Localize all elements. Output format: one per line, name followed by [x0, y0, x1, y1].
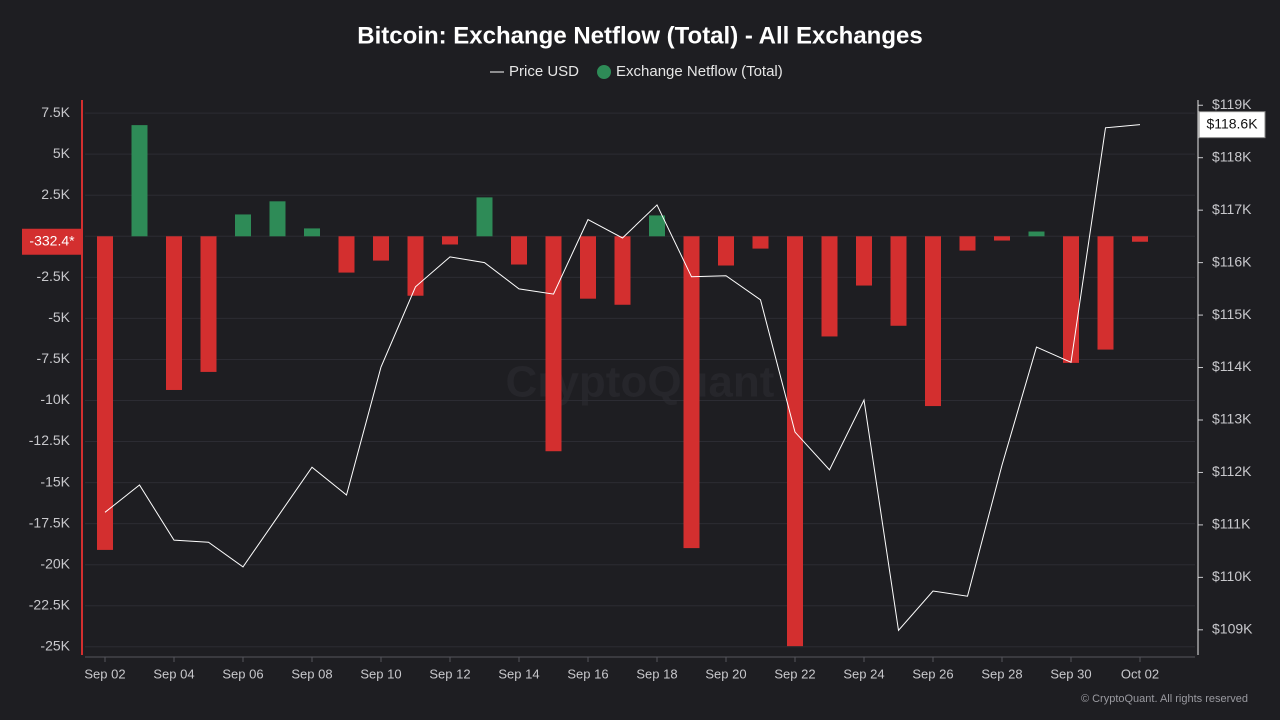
bar [856, 236, 872, 286]
last-value-label: $118.6K [1206, 115, 1258, 131]
x-tick-label: Sep 14 [498, 666, 539, 681]
x-tick-label: Sep 28 [981, 666, 1022, 681]
bar [166, 236, 182, 390]
y-tick-label: -5K [48, 309, 70, 325]
y-tick-label: -15K [40, 473, 70, 489]
bar [200, 236, 217, 372]
bar [1097, 236, 1114, 350]
y-tick-label: -25K [40, 637, 70, 653]
x-tick-label: Sep 06 [222, 666, 263, 681]
bar [407, 236, 424, 296]
y-tick-label: -17.5K [29, 514, 71, 530]
bar [442, 236, 458, 245]
y-tick-label: -10K [40, 391, 70, 407]
bar [994, 236, 1010, 241]
bar [1063, 236, 1079, 363]
legend-label: Price USD [509, 63, 579, 80]
bar [787, 236, 803, 647]
y-tick-label: -20K [40, 555, 70, 571]
y2-tick-label: $116K [1212, 253, 1252, 269]
y2-tick-label: $119K [1212, 96, 1252, 112]
y2-tick-label: $111K [1212, 516, 1251, 532]
bar [97, 236, 113, 550]
price-line [104, 124, 1141, 632]
y2-tick-label: $110K [1212, 568, 1252, 584]
bar [718, 236, 734, 266]
bar [925, 236, 941, 407]
x-tick-label: Sep 08 [291, 666, 332, 681]
x-tick-label: Sep 02 [84, 666, 125, 681]
y2-tick-label: $117K [1212, 201, 1252, 217]
legend-swatch [597, 65, 612, 79]
legend-label: Exchange Netflow (Total) [616, 63, 783, 80]
y-tick-label: -22.5K [29, 596, 71, 612]
bar [235, 214, 251, 237]
x-tick-label: Sep 18 [636, 666, 677, 681]
y-tick-label: -2.5K [37, 268, 71, 284]
bar [476, 197, 493, 237]
bar [511, 236, 527, 265]
y2-tick-label: $115K [1212, 306, 1252, 322]
y2-tick-label: $114K [1212, 358, 1252, 374]
bar [890, 236, 907, 326]
bar [1132, 236, 1148, 242]
bar [752, 236, 769, 249]
last-value-label: -332.4* [29, 232, 75, 248]
x-tick-label: Sep 20 [705, 666, 746, 681]
y2-tick-label: $113K [1212, 411, 1252, 427]
bar [959, 236, 976, 251]
bar [304, 228, 320, 237]
last-value-badge [1198, 111, 1266, 139]
y2-tick-label: $112K [1212, 463, 1252, 479]
footer: © CryptoQuant. All rights reserved [1081, 693, 1248, 705]
bar [683, 236, 700, 549]
x-tick-label: Sep 26 [912, 666, 953, 681]
bar [614, 236, 631, 305]
y-tick-label: -12.5K [29, 432, 71, 448]
x-tick-label: Sep 12 [429, 666, 470, 681]
bar [1028, 231, 1045, 237]
y-tick-label: -7.5K [37, 350, 71, 366]
y-tick-label: 7.5K [41, 104, 70, 120]
x-tick-label: Sep 16 [567, 666, 608, 681]
last-value-badge [22, 228, 82, 255]
y-tick-label: 2.5K [41, 186, 70, 202]
chart-title: Bitcoin: Exchange Netflow (Total) - All … [357, 22, 922, 49]
x-tick-label: Sep 04 [153, 666, 194, 681]
x-tick-label: Sep 22 [774, 666, 815, 681]
bar [649, 215, 665, 237]
bar [545, 236, 562, 452]
x-tick-label: Sep 24 [843, 666, 884, 681]
bar [269, 201, 286, 237]
bar [131, 125, 148, 237]
bar [821, 236, 838, 337]
y2-tick-label: $109K [1212, 621, 1253, 637]
y2-tick-label: $118K [1212, 148, 1252, 164]
bar [338, 236, 355, 273]
x-tick-label: Sep 30 [1050, 666, 1091, 681]
x-tick-label: Oct 02 [1121, 666, 1159, 681]
y-tick-label: 5K [53, 145, 71, 161]
x-tick-label: Sep 10 [360, 666, 401, 681]
bar [373, 236, 389, 261]
bar [580, 236, 596, 299]
